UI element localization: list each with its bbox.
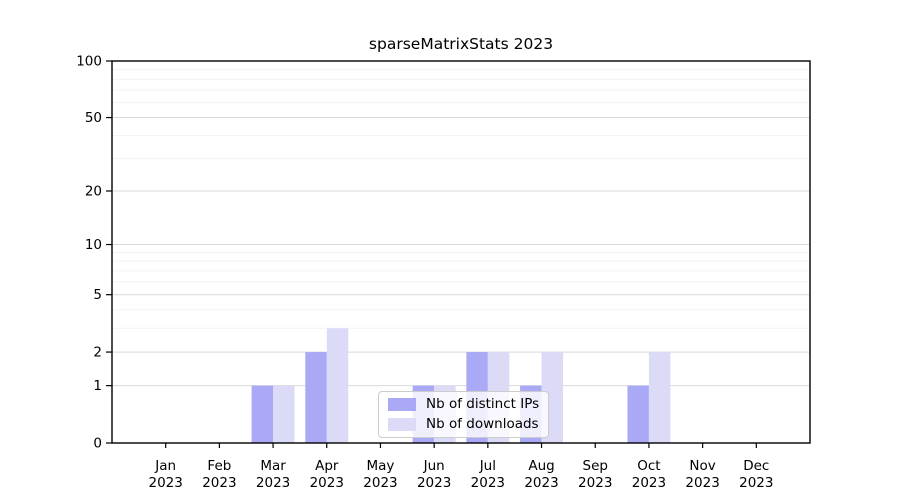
x-tick-label-year: 2023	[471, 475, 505, 491]
chart-title: sparseMatrixStats 2023	[368, 35, 554, 53]
y-tick-label: 1	[93, 378, 102, 394]
bar-downloads	[648, 352, 671, 443]
y-tick-label: 100	[76, 54, 102, 70]
x-tick-label-month: Nov	[689, 458, 715, 474]
x-tick-label-year: 2023	[632, 475, 666, 491]
x-tick-label-year: 2023	[149, 475, 183, 491]
x-tick-label-month: Apr	[315, 458, 339, 474]
x-tick-label-year: 2023	[310, 475, 344, 491]
y-tick-label: 5	[93, 287, 102, 303]
bar-distinct-ips	[251, 385, 274, 443]
bar-downloads	[273, 385, 295, 443]
x-tick-label-month: Jun	[423, 458, 445, 474]
legend-item-downloads: Nb of downloads	[388, 415, 539, 432]
x-tick-label-month: Jul	[479, 458, 496, 474]
x-tick-label-year: 2023	[363, 475, 397, 491]
y-tick-label: 10	[85, 237, 102, 253]
x-tick-label-month: Sep	[583, 458, 608, 474]
legend-swatch-downloads	[388, 417, 416, 431]
x-tick-label-month: May	[367, 458, 395, 474]
x-tick-label-year: 2023	[417, 475, 451, 491]
x-tick-label-year: 2023	[524, 475, 558, 491]
bar-distinct-ips	[627, 385, 649, 443]
x-tick-label-month: Mar	[260, 458, 286, 474]
legend-label-distinct-ips: Nb of distinct IPs	[426, 396, 540, 412]
legend-item-distinct-ips: Nb of distinct IPs	[388, 396, 540, 412]
x-tick-label-year: 2023	[578, 475, 612, 491]
bar-downloads	[326, 328, 349, 443]
x-tick-label-year: 2023	[685, 475, 719, 491]
x-tick-label-month: Aug	[528, 458, 554, 474]
x-tick-label-year: 2023	[256, 475, 290, 491]
legend-swatch-distinct-ips	[388, 398, 416, 412]
y-tick-label: 20	[85, 184, 102, 200]
x-tick-label-year: 2023	[202, 475, 236, 491]
y-tick-label: 2	[93, 345, 102, 361]
x-tick-label-year: 2023	[739, 475, 773, 491]
plot-frame	[111, 60, 811, 444]
chart-legend: Nb of distinct IPs Nb of downloads	[378, 391, 550, 438]
y-tick-label: 50	[85, 110, 102, 126]
x-tick-label-month: Dec	[743, 458, 769, 474]
y-tick-label: 0	[93, 436, 102, 452]
x-tick-label-month: Feb	[207, 458, 231, 474]
legend-label-downloads: Nb of downloads	[426, 415, 539, 432]
bar-distinct-ips	[305, 352, 327, 443]
x-tick-label-month: Oct	[637, 458, 660, 474]
x-tick-label-month: Jan	[154, 458, 176, 474]
